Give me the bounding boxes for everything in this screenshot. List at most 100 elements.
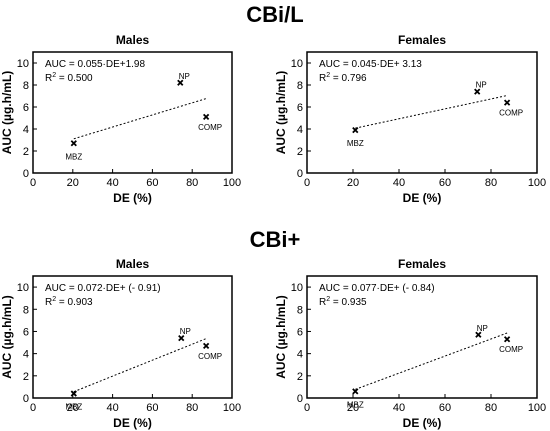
- chart-3-y-tick-label: 4: [297, 349, 303, 361]
- chart-3-x-tick-label: 0: [304, 402, 310, 414]
- chart-1-y-tick-label: 6: [297, 102, 303, 114]
- chart-0-trendline: [73, 98, 207, 140]
- chart-3-point-label-comp: COMP: [499, 345, 523, 354]
- chart-1-y-tick-label: 8: [297, 80, 303, 92]
- chart-0-y-tick-label: 8: [23, 80, 29, 92]
- chart-1-point-label-comp: COMP: [499, 109, 523, 118]
- chart-3-point-mbz: [352, 388, 359, 395]
- chart-2-y-tick-label: 6: [23, 326, 29, 338]
- chart-1-x-tick-label: 0: [304, 177, 310, 189]
- chart-0-x-tick-label: 60: [146, 177, 158, 189]
- chart-1-point-label-np: NP: [476, 81, 487, 90]
- chart-1-trendline: [355, 95, 508, 129]
- chart-1-point-np: [474, 88, 481, 95]
- chart-3-frame: [306, 275, 538, 399]
- chart-3-equation: AUC = 0.077·DE+ (- 0.84): [319, 283, 435, 294]
- chart-0-point-mbz: [70, 140, 77, 147]
- chart-1-y-tick-label: 4: [297, 124, 303, 136]
- chart-2-x-tick-label: 100: [223, 402, 241, 414]
- chart-2-point-label-comp: COMP: [198, 352, 222, 361]
- chart-2-y-tick-label: 0: [23, 393, 29, 405]
- chart-0-y-tick-label: 6: [23, 102, 29, 114]
- chart-0-y-tick-label: 0: [23, 168, 29, 180]
- chart-2-title: Males: [116, 257, 150, 271]
- chart-0-x-tick-label: 0: [30, 177, 36, 189]
- chart-1-x-tick-label: 100: [528, 177, 546, 189]
- chart-3-point-label-np: NP: [477, 324, 488, 333]
- chart-1-x-tick-label: 20: [347, 177, 359, 189]
- chart-2-y-tick-label: 10: [17, 282, 29, 294]
- chart-2-y-tick-label: 8: [23, 304, 29, 316]
- chart-2-point-comp: [202, 342, 210, 350]
- chart-1-y-tick-label: 10: [291, 58, 303, 70]
- chart-1-x-axis-label: DE (%): [403, 191, 442, 205]
- chart-3-y-tick-label: 0: [297, 393, 303, 405]
- chart-3-x-tick-label: 100: [528, 402, 546, 414]
- chart-2-x-tick-label: 40: [106, 402, 118, 414]
- chart-3-point-comp: [503, 336, 511, 343]
- chart-0-r-squared: R2 = 0.500: [45, 72, 93, 84]
- chart-0-title: Males: [116, 33, 150, 47]
- chart-3-y-tick-label: 6: [297, 326, 303, 338]
- chart-3-title: Females: [398, 257, 446, 271]
- chart-2-x-axis-label: DE (%): [113, 416, 152, 430]
- chart-0-point-label-comp: COMP: [198, 123, 222, 132]
- chart-1-x-tick-label: 40: [393, 177, 405, 189]
- chart-3-x-tick-label: 60: [439, 402, 451, 414]
- chart-0-y-tick-label: 10: [17, 58, 29, 70]
- chart-2-x-tick-label: 60: [146, 402, 158, 414]
- chart-2-y-tick-label: 2: [23, 371, 29, 383]
- chart-2-y-tick-label: 4: [23, 349, 29, 361]
- chart-1-point-comp: [503, 99, 511, 106]
- chart-2-x-tick-label: 80: [186, 402, 198, 414]
- chart-0-equation: AUC = 0.055·DE+1.98: [45, 59, 145, 70]
- chart-2-x-tick-label: 0: [30, 402, 36, 414]
- chart-0-y-tick-label: 2: [23, 146, 29, 158]
- chart-3-x-axis-label: DE (%): [403, 416, 442, 430]
- chart-3-r-squared: R2 = 0.935: [319, 296, 367, 308]
- chart-3-point-label-mbz: MBZ: [347, 400, 364, 409]
- chart-3-y-axis-label: AUC (µg.h/mL): [274, 295, 288, 379]
- chart-1-y-tick-label: 2: [297, 146, 303, 158]
- chart-2-point-label-np: NP: [180, 327, 191, 336]
- chart-0-y-axis-label: AUC (µg.h/mL): [0, 71, 14, 155]
- chart-2-point-mbz: [70, 390, 77, 397]
- chart-0-point-label-mbz: MBZ: [65, 152, 82, 161]
- chart-1-r-squared: R2 = 0.796: [319, 72, 367, 84]
- chart-0-x-tick-label: 80: [186, 177, 198, 189]
- chart-3-trendline: [355, 332, 508, 390]
- chart-2-equation: AUC = 0.072·DE+ (- 0.91): [45, 283, 161, 294]
- chart-1-point-label-mbz: MBZ: [347, 139, 364, 148]
- chart-1-title: Females: [398, 33, 446, 47]
- chart-3-x-tick-label: 20: [347, 402, 359, 414]
- chart-1-y-tick-label: 0: [297, 168, 303, 180]
- chart-0-x-tick-label: 20: [67, 177, 79, 189]
- chart-3-x-tick-label: 80: [485, 402, 497, 414]
- chart-2-frame: [32, 275, 233, 399]
- section-title-cbiplus: CBi+: [249, 227, 301, 252]
- chart-3-y-tick-label: 2: [297, 371, 303, 383]
- chart-3-y-tick-label: 8: [297, 304, 303, 316]
- chart-0-x-tick-label: 40: [106, 177, 118, 189]
- chart-1-equation: AUC = 0.045·DE+ 3.13: [319, 59, 422, 70]
- chart-2-trendline: [73, 338, 207, 393]
- chart-0-point-np: [177, 79, 184, 86]
- chart-1-frame: [306, 51, 538, 174]
- chart-0-x-axis-label: DE (%): [113, 191, 152, 205]
- chart-1-x-tick-label: 80: [485, 177, 497, 189]
- chart-3-y-tick-label: 10: [291, 282, 303, 294]
- chart-3-point-np: [475, 331, 482, 338]
- chart-0-point-comp: [202, 113, 210, 121]
- chart-2-point-np: [178, 334, 185, 342]
- section-title-cbil: CBi/L: [246, 2, 304, 27]
- chart-1-y-axis-label: AUC (µg.h/mL): [274, 71, 288, 155]
- chart-3-x-tick-label: 40: [393, 402, 405, 414]
- chart-0-frame: [32, 51, 233, 174]
- chart-2-r-squared: R2 = 0.903: [45, 296, 93, 308]
- chart-0-x-tick-label: 100: [223, 177, 241, 189]
- chart-1-point-mbz: [352, 126, 359, 134]
- chart-0-point-label-np: NP: [179, 72, 190, 81]
- chart-0-y-tick-label: 4: [23, 124, 29, 136]
